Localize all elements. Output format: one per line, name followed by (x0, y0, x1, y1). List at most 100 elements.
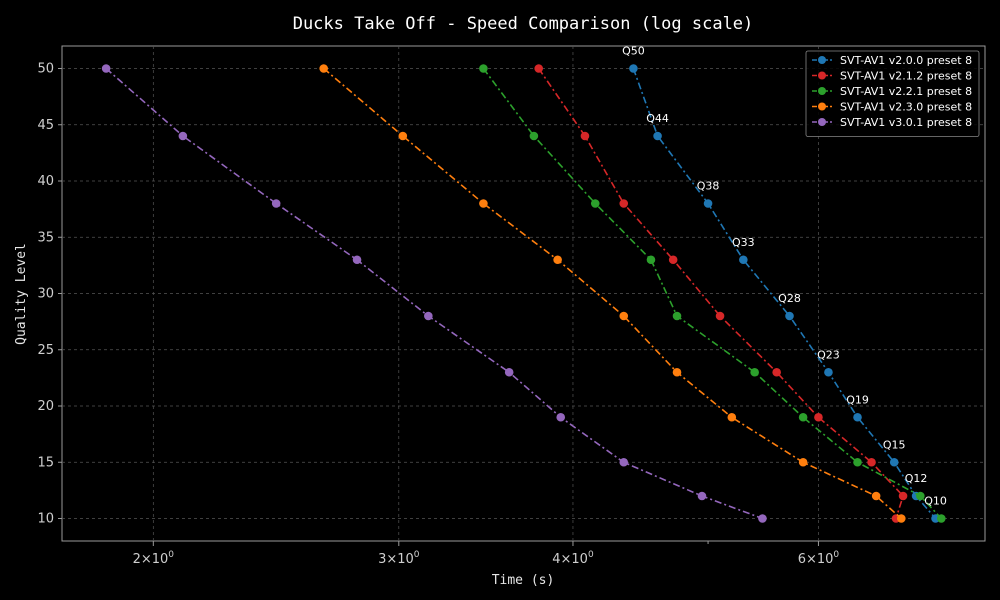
legend-label: SVT-AV1 v2.0.0 preset 8 (840, 54, 972, 67)
data-point (556, 412, 566, 422)
data-point (271, 199, 281, 208)
x-tick-exponent: 0 (833, 550, 839, 560)
data-point (916, 491, 925, 501)
quality-annotation: Q23 (817, 348, 840, 361)
data-point (319, 64, 328, 73)
legend-item: SVT-AV1 v2.1.2 preset 8 (812, 70, 972, 83)
data-point (590, 199, 600, 208)
quality-annotation: Q28 (778, 292, 801, 305)
y-axis-label: Quality Level (14, 243, 29, 345)
data-point (178, 131, 188, 141)
legend-marker (818, 102, 826, 111)
data-point (937, 514, 946, 523)
legend-label: SVT-AV1 v2.3.0 preset 8 (840, 101, 972, 114)
x-tick-base: 6×10 (798, 552, 834, 567)
data-point (867, 457, 876, 467)
data-point (772, 367, 781, 377)
legend-marker (818, 87, 826, 95)
data-point (653, 131, 662, 141)
data-point (853, 412, 862, 422)
quality-annotation: Q10 (924, 495, 947, 508)
quality-annotation: Q50 (622, 45, 645, 58)
y-tick-label: 50 (37, 62, 54, 77)
data-point (504, 367, 514, 377)
legend-label: SVT-AV1 v2.2.1 preset 8 (840, 85, 972, 98)
legend-label: SVT-AV1 v3.0.1 preset 8 (840, 116, 972, 129)
data-point (629, 64, 638, 73)
quality-annotation: Q19 (846, 393, 869, 406)
data-point (580, 131, 590, 141)
x-tick-label: 3×100 (378, 550, 420, 567)
data-point (619, 199, 629, 208)
data-point (814, 412, 823, 422)
x-tick-base: 3×10 (378, 552, 414, 567)
legend-item: SVT-AV1 v2.2.1 preset 8 (812, 85, 972, 98)
annotation-layer: Q50 Q44 Q38 Q33 Q28 Q23 Q19 Q15 Q12 Q10 (622, 45, 947, 508)
y-axis: 10 15 20 25 30 35 40 45 50 (37, 62, 62, 527)
data-point (646, 255, 656, 265)
x-axis: 2×100 3×100 4×100 6×100 (133, 541, 839, 567)
data-point (672, 367, 682, 377)
series-line (482, 68, 942, 520)
series-layer (101, 64, 946, 523)
y-tick-label: 15 (37, 455, 54, 470)
y-tick-label: 25 (37, 343, 54, 358)
data-point (715, 311, 725, 321)
series-5 (101, 64, 767, 523)
data-point (824, 367, 833, 377)
series-line (632, 68, 937, 520)
quality-annotation: Q33 (732, 236, 755, 249)
x-tick-exponent: 0 (168, 550, 174, 560)
legend-label: SVT-AV1 v2.1.2 preset 8 (840, 70, 972, 83)
data-point (758, 514, 767, 523)
data-point (703, 199, 713, 208)
data-point (619, 457, 629, 467)
data-point (727, 412, 737, 422)
legend-marker (818, 71, 826, 80)
data-point (697, 491, 707, 501)
data-point (785, 311, 794, 321)
series-2 (534, 64, 908, 523)
quality-annotation: Q44 (646, 112, 669, 125)
x-tick-exponent: 0 (588, 550, 594, 560)
series-3 (479, 64, 946, 523)
series-4 (319, 64, 906, 523)
y-tick-label: 45 (37, 118, 54, 133)
data-point (101, 64, 111, 73)
chart-title: Ducks Take Off - Speed Comparison (log s… (293, 14, 754, 34)
data-point (424, 311, 433, 321)
legend: SVT-AV1 v2.0.0 preset 8 SVT-AV1 v2.1.2 pr… (805, 50, 980, 137)
data-point (352, 255, 362, 265)
x-tick-base: 2×10 (133, 552, 169, 567)
series-line (105, 67, 763, 520)
data-point (853, 457, 862, 467)
data-point (619, 311, 629, 321)
legend-box (805, 50, 980, 137)
quality-annotation: Q12 (905, 472, 928, 485)
x-axis-label: Time (s) (492, 573, 555, 588)
data-point (871, 491, 881, 501)
y-tick-label: 10 (37, 512, 54, 527)
legend-item: SVT-AV1 v2.0.0 preset 8 (812, 54, 972, 67)
data-point (668, 255, 678, 265)
data-point (739, 255, 748, 265)
x-tick-exponent: 0 (414, 550, 420, 560)
data-point (798, 412, 808, 422)
data-point (534, 64, 544, 73)
series-line (323, 67, 902, 520)
y-tick-label: 35 (37, 230, 54, 245)
x-tick-label: 2×100 (133, 550, 175, 567)
x-tick-base: 4×10 (552, 552, 588, 567)
legend-marker (818, 56, 826, 64)
data-point (398, 131, 408, 141)
data-point (898, 491, 908, 501)
data-point (479, 199, 488, 208)
y-tick-label: 20 (37, 399, 54, 414)
series-line (538, 68, 905, 519)
y-tick-label: 30 (37, 287, 54, 302)
data-point (672, 311, 682, 321)
quality-annotation: Q38 (697, 180, 720, 193)
quality-annotation: Q15 (883, 438, 906, 451)
legend-marker (818, 118, 826, 126)
